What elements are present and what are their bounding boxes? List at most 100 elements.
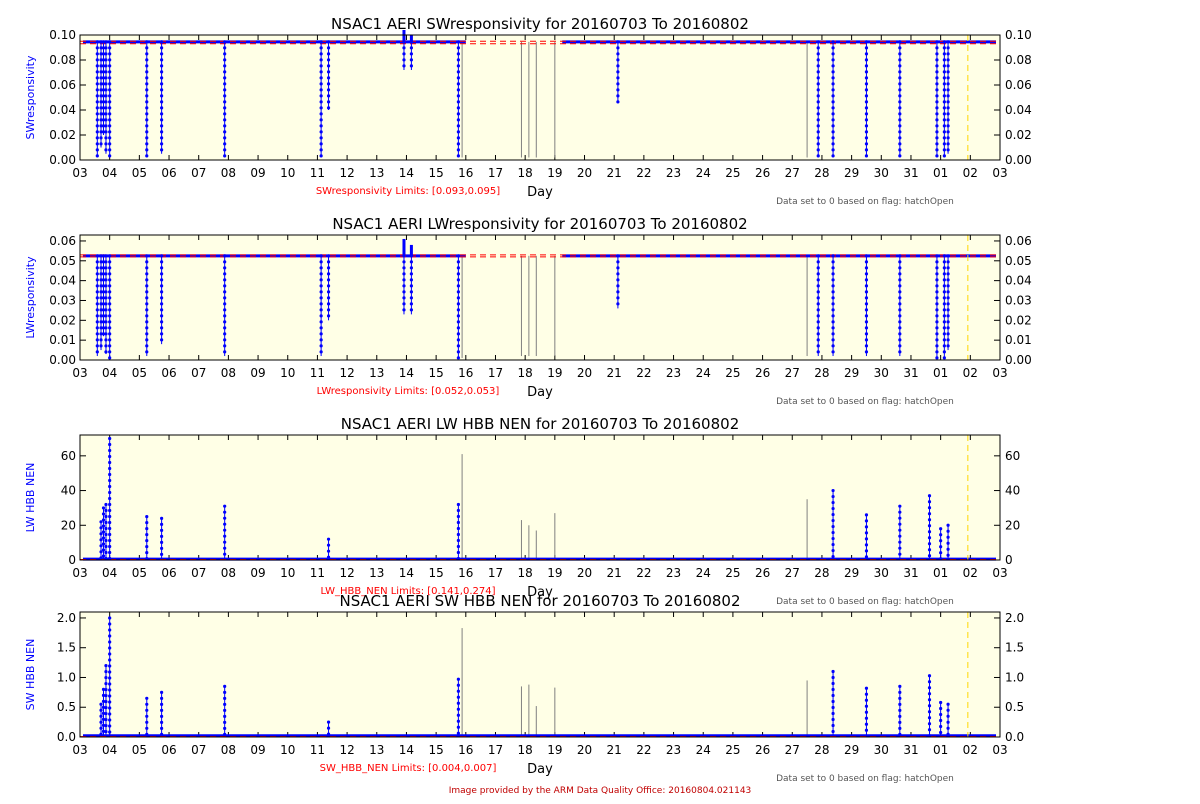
data-point (108, 46, 112, 50)
x-tick-label: 23 (666, 566, 681, 580)
data-point (108, 308, 112, 312)
x-tick-label: 03 (992, 743, 1007, 757)
data-point (942, 106, 946, 110)
x-axis-label: Day (527, 585, 553, 600)
data-point (101, 332, 106, 336)
x-tick-label: 15 (428, 166, 443, 180)
data-point (95, 136, 99, 140)
data-point (104, 266, 108, 270)
data-point (616, 278, 620, 282)
data-point (898, 546, 902, 550)
x-tick-label: 13 (369, 166, 384, 180)
data-point (831, 154, 835, 158)
data-point (104, 260, 108, 264)
data-point (95, 106, 99, 110)
data-point (223, 112, 227, 116)
data-point (831, 554, 835, 559)
data-point (108, 520, 112, 525)
data-point (864, 692, 869, 696)
data-point (101, 530, 106, 534)
x-tick-label: 27 (785, 566, 800, 580)
flag-note: Data set to 0 based on flag: hatchOpen (776, 774, 954, 784)
plot-area (80, 435, 1000, 560)
data-point (935, 136, 939, 140)
data-point (898, 302, 902, 306)
data-point (864, 88, 869, 92)
data-point (816, 40, 820, 44)
data-point (402, 260, 406, 264)
data-point (95, 326, 99, 330)
x-tick-label: 11 (310, 166, 325, 180)
data-point (831, 338, 835, 342)
data-point (160, 732, 164, 736)
data-point (145, 52, 149, 56)
data-point (104, 681, 108, 686)
data-point (831, 705, 835, 710)
data-point (456, 302, 460, 306)
data-point (223, 58, 227, 62)
y-tick-label: 0.01 (49, 333, 76, 347)
data-point (326, 296, 331, 300)
data-point (898, 534, 902, 538)
data-point (101, 326, 106, 330)
data-point (95, 320, 99, 324)
y-tick-label-right: 60 (1005, 449, 1020, 463)
data-point (104, 296, 108, 300)
data-point (456, 508, 460, 513)
data-point (831, 296, 835, 300)
data-point (99, 314, 103, 318)
data-point (160, 76, 164, 80)
data-point (946, 130, 950, 134)
x-tick-label: 31 (903, 743, 918, 757)
data-point (816, 130, 820, 134)
data-point (145, 136, 149, 140)
data-point (223, 40, 227, 44)
data-point (319, 290, 323, 294)
data-point (101, 518, 106, 522)
data-point (946, 88, 950, 92)
data-point (831, 669, 835, 674)
data-point (935, 52, 939, 56)
data-point (864, 46, 869, 50)
data-point (864, 728, 869, 732)
data-point (831, 88, 835, 92)
data-point (831, 58, 835, 62)
x-tick-label: 04 (102, 566, 117, 580)
data-point (946, 553, 950, 557)
data-point (95, 124, 99, 128)
data-point (946, 76, 950, 80)
x-tick-label: 20 (577, 366, 592, 380)
data-point (95, 338, 99, 342)
data-point (145, 272, 149, 276)
data-point (160, 94, 164, 98)
data-point (223, 46, 227, 50)
data-point (898, 552, 902, 556)
x-tick-label: 16 (458, 366, 473, 380)
data-point (816, 52, 820, 56)
data-point (326, 106, 331, 110)
data-point (104, 687, 108, 692)
data-point (831, 254, 835, 258)
data-point (898, 142, 902, 146)
x-tick-label: 14 (399, 743, 414, 757)
data-point (935, 296, 939, 300)
x-tick-label: 02 (963, 743, 978, 757)
data-point (946, 118, 950, 122)
data-point (616, 302, 620, 306)
data-point (935, 338, 939, 342)
data-point (223, 284, 227, 288)
data-point (898, 100, 902, 104)
data-point (108, 112, 112, 116)
data-point (409, 58, 413, 62)
data-point (456, 338, 460, 342)
data-point (108, 332, 112, 336)
data-point (898, 540, 902, 544)
data-point (108, 526, 112, 531)
data-point (898, 154, 902, 158)
data-point (326, 266, 331, 270)
data-point (99, 94, 103, 98)
data-point (898, 266, 902, 270)
data-point (942, 82, 946, 86)
data-point (864, 698, 869, 702)
x-tick-label: 18 (518, 566, 533, 580)
